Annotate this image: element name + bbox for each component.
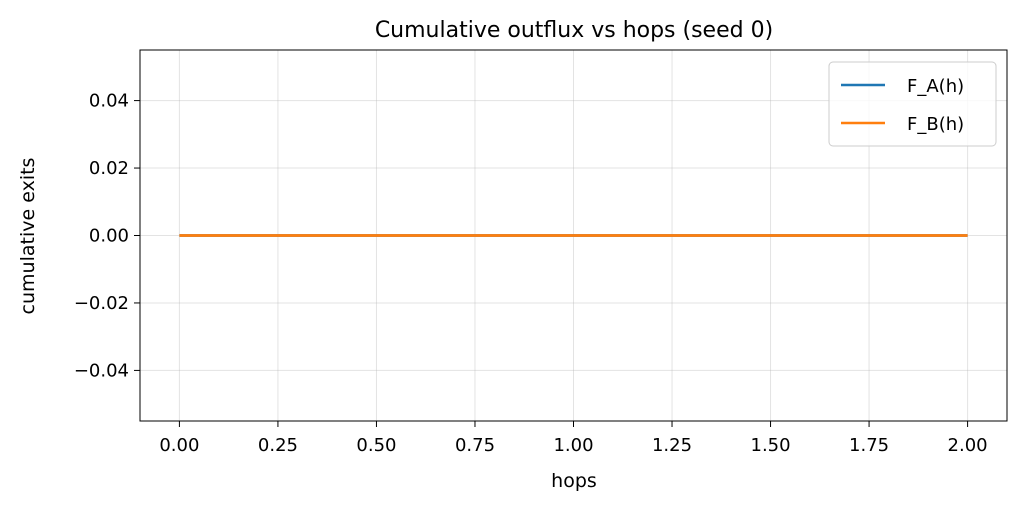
legend-label-f-a: F_A(h) [907,76,964,97]
y-tick-label: 0.04 [89,91,129,112]
legend-label-f-b: F_B(h) [907,114,964,135]
x-tick-label: 0.00 [159,435,199,456]
chart-title: Cumulative outflux vs hops (seed 0) [375,18,773,43]
x-tick-label: 1.50 [751,435,791,456]
x-tick-label: 0.50 [356,435,396,456]
y-tick-label: 0.00 [89,226,129,247]
x-tick-label: 2.00 [948,435,988,456]
y-axis-label: cumulative exits [17,158,39,315]
x-tick-label: 1.25 [652,435,692,456]
x-tick-label: 1.00 [553,435,593,456]
legend: F_A(h) F_B(h) [828,61,997,147]
x-axis-label: hops [551,470,597,492]
y-tick-label: −0.02 [74,293,129,314]
y-tick-label: −0.04 [74,360,129,381]
x-axis: 0.00 0.25 0.50 0.75 1.00 1.25 1.50 1.75 2.00 [159,421,988,456]
x-tick-label: 1.75 [849,435,889,456]
x-tick-label: 0.75 [455,435,495,456]
legend-box [828,61,997,147]
y-tick-label: 0.02 [89,158,129,179]
x-tick-label: 0.25 [258,435,298,456]
y-axis: −0.04 −0.02 0.00 0.02 0.04 [74,91,140,381]
